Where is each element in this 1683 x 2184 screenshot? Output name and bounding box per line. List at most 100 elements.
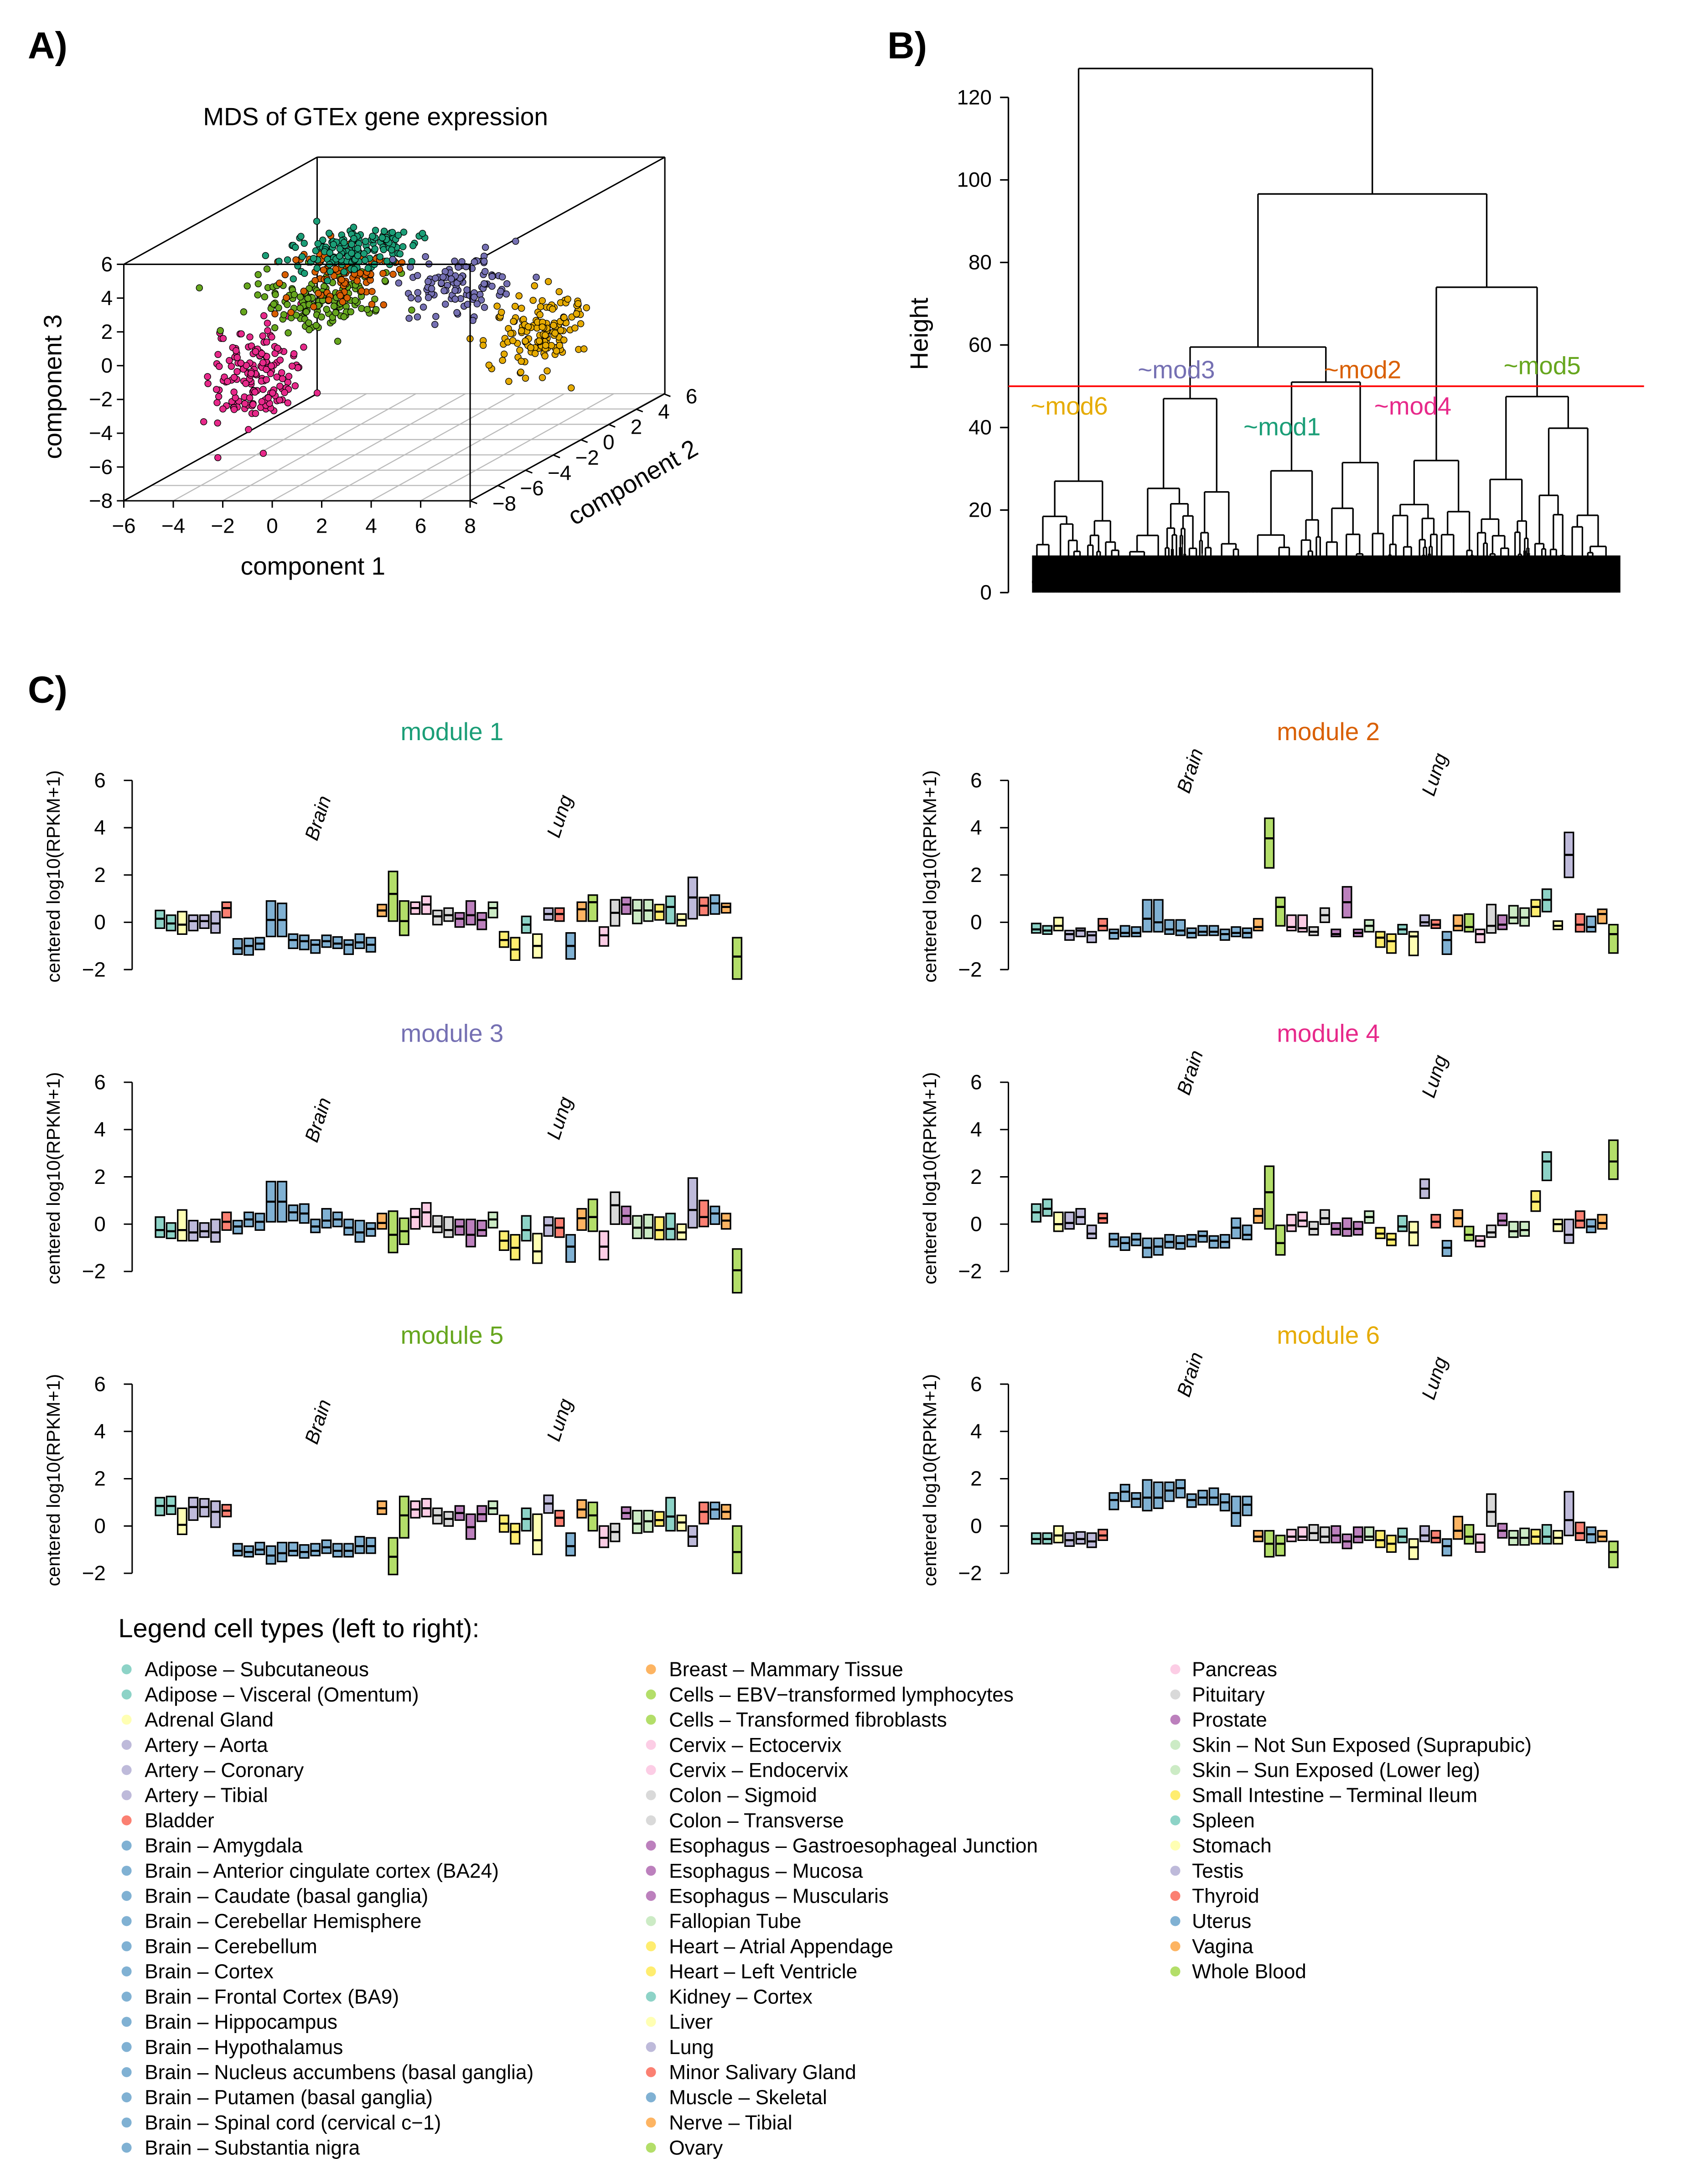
- mds-point-mod4: [213, 399, 221, 406]
- y-tick-label: 2: [94, 863, 105, 887]
- box: [454, 912, 465, 928]
- mds-point-mod1: [371, 245, 379, 253]
- mds-point-mod3: [414, 313, 421, 321]
- box: [1053, 1211, 1064, 1232]
- floor-grid-line: [272, 393, 466, 502]
- mds-point-mod4: [263, 338, 270, 346]
- y-tick-label: 4: [101, 286, 113, 310]
- mds-point-mod1: [394, 232, 402, 239]
- mds-point-mod1: [388, 228, 396, 236]
- y-tick-label: −6: [89, 455, 113, 478]
- mds-point-mod4: [204, 380, 212, 387]
- box: [1075, 927, 1086, 938]
- mds-point-mod3: [451, 296, 459, 303]
- mds-point-mod4: [288, 363, 296, 370]
- box: [1486, 1493, 1497, 1527]
- legend-item-label: Vagina: [1192, 1935, 1253, 1958]
- mds-point-mod6: [524, 323, 532, 331]
- mds-point-mod4: [300, 343, 307, 351]
- box: [1142, 1479, 1153, 1512]
- y-axis-title: centered log10(RPKM+1): [43, 770, 64, 983]
- box: [155, 1216, 166, 1238]
- legend-color-dot-icon: [121, 2067, 132, 2077]
- box: [1275, 1224, 1286, 1256]
- y-tick-label: 4: [970, 816, 982, 839]
- legend-item-label: Brain – Putamen (basal ganglia): [145, 2086, 433, 2109]
- legend-item-label: Breast – Mammary Tissue: [669, 1659, 903, 1681]
- mds-point-mod6: [529, 296, 537, 304]
- box: [665, 1213, 676, 1240]
- box: [1497, 914, 1508, 930]
- z-tick-label: −4: [548, 461, 571, 484]
- group-label-lung: Lung: [1418, 751, 1452, 799]
- mds-point-mod1: [376, 253, 383, 260]
- legend-item-label: Small Intestine – Terminal Ileum: [1192, 1785, 1477, 1807]
- mds-point-mod3: [439, 273, 447, 281]
- mds-point-mod4: [285, 373, 293, 380]
- box: [1464, 1225, 1475, 1242]
- mds-point-mod2: [379, 270, 387, 277]
- box: [1541, 1151, 1552, 1182]
- mds-point-mod2: [338, 276, 345, 284]
- box: [1519, 1527, 1530, 1546]
- mds-point-mod5: [240, 308, 248, 316]
- box: [443, 1216, 454, 1238]
- legend-item-label: Adipose – Subcutaneous: [145, 1659, 369, 1681]
- legend-item-label: Brain – Substantia nigra: [145, 2137, 360, 2159]
- mds-point-mod6: [556, 342, 563, 349]
- mds-point-mod6: [548, 342, 555, 349]
- mds-point-mod4: [290, 350, 298, 358]
- legend-color-dot-icon: [121, 2142, 132, 2153]
- y-tick-label: 40: [968, 416, 992, 439]
- box: [1297, 1526, 1308, 1541]
- box: [654, 1511, 665, 1527]
- mds-point-mod3: [497, 287, 504, 295]
- box: [1441, 1538, 1452, 1556]
- group-label-lung: Lung: [1418, 1052, 1452, 1100]
- legend-item: Pancreas: [1170, 1659, 1277, 1681]
- mds-point-mod3: [414, 272, 421, 279]
- box: [565, 1234, 576, 1263]
- mds-point-mod1: [340, 268, 348, 276]
- legend-item-label: Thyroid: [1192, 1885, 1259, 1908]
- box: [587, 1198, 598, 1232]
- box: [1131, 926, 1142, 938]
- mds-point-mod4: [248, 370, 255, 377]
- box: [1319, 1209, 1330, 1225]
- box: [1375, 1530, 1386, 1548]
- mds-point-mod4: [233, 368, 241, 375]
- mds-point-mod3: [480, 280, 488, 287]
- legend-color-dot-icon: [1170, 1790, 1181, 1800]
- mds-point-mod3: [395, 279, 403, 287]
- module-plot-2: module 2 −2 0 2 4 6 centered log10(RPKM+1) Brai…: [919, 717, 1619, 982]
- legend-item: Breast – Mammary Tissue: [646, 1659, 903, 1681]
- box: [610, 1191, 621, 1225]
- legend-item-label: Brain – Nucleus accumbens (basal ganglia…: [145, 2061, 533, 2084]
- mds-point-mod6: [560, 314, 568, 321]
- mds-point-mod3: [414, 289, 421, 296]
- mds-point-mod4: [238, 330, 245, 337]
- z-tick-label: −6: [520, 477, 544, 500]
- legend-item: Esophagus – Muscularis: [646, 1885, 889, 1908]
- mds-point-mod3: [512, 238, 519, 245]
- y-tick-label: 0: [94, 911, 105, 934]
- y-axis-title: centered log10(RPKM+1): [919, 1072, 940, 1285]
- mds-point-mod4: [219, 335, 227, 342]
- box: [1486, 1224, 1497, 1238]
- mds-point-mod4: [274, 344, 281, 352]
- mds-point-mod1: [336, 252, 343, 260]
- box: [576, 901, 587, 922]
- legend-item-label: Bladder: [145, 1810, 214, 1832]
- box: [1508, 1221, 1519, 1238]
- mds-point-mod4: [284, 399, 291, 407]
- mds-point-mod4: [263, 366, 270, 373]
- box: [665, 1497, 676, 1532]
- legend-item: Skin – Sun Exposed (Lower leg): [1170, 1759, 1480, 1781]
- mds-point-mod4: [276, 356, 284, 364]
- mds-point-mod4: [263, 376, 270, 384]
- box: [1486, 903, 1497, 934]
- box: [510, 1523, 521, 1545]
- mds-point-mod4: [252, 348, 259, 355]
- z-tick-label: −8: [492, 492, 516, 515]
